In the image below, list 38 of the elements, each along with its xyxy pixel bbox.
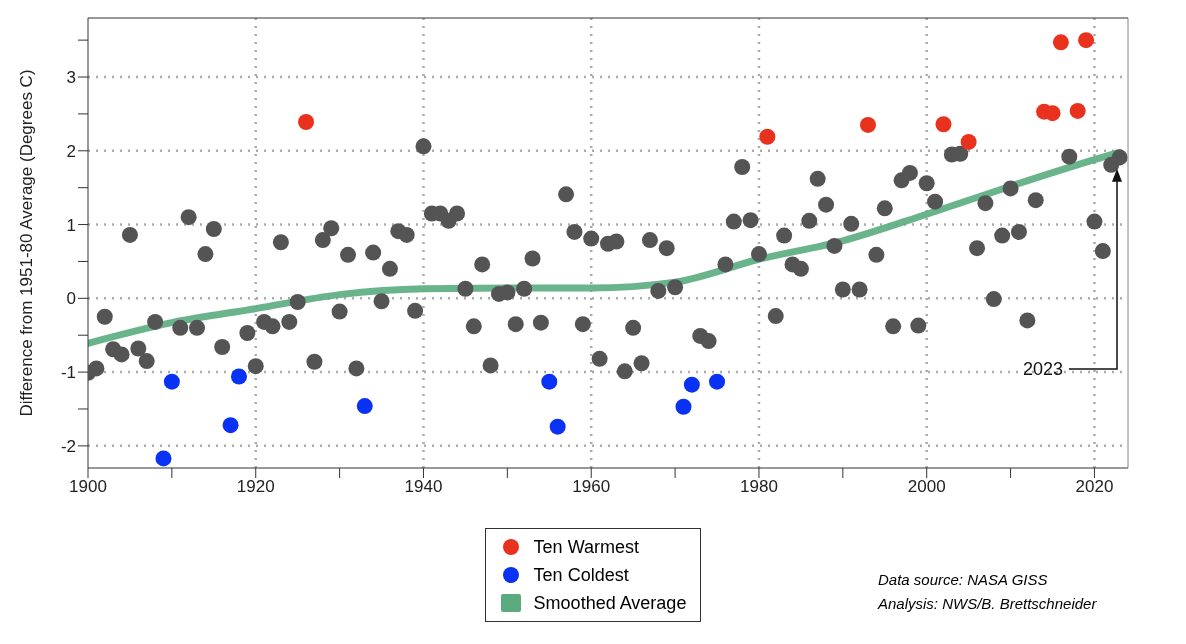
- x-tick-label: 2000: [907, 477, 946, 497]
- point: [935, 116, 952, 133]
- y-tick-label: 1: [66, 215, 76, 235]
- legend-label: Ten Coldest: [533, 564, 629, 587]
- point: [860, 116, 876, 133]
- point: [759, 128, 776, 145]
- y-axis-title: Difference from 1951-80 Average (Degrees C): [17, 69, 37, 417]
- point: [675, 398, 692, 415]
- point: [1078, 32, 1095, 49]
- legend-label: Smoothed Average: [533, 592, 687, 615]
- point: [356, 398, 373, 415]
- point: [298, 114, 315, 131]
- point: [541, 373, 558, 390]
- source-note: Data source: NASA GISS: [878, 570, 1049, 590]
- x-tick-label: 2020: [1075, 477, 1114, 497]
- text: Analysis: NWS/B. Brettschneider: [878, 594, 1098, 614]
- y-tick-label: -2: [60, 436, 76, 456]
- annotation: 2023: [1022, 359, 1063, 379]
- x-tick-label: 1900: [69, 477, 107, 497]
- point: [1069, 102, 1086, 119]
- point: [163, 373, 180, 390]
- x-tick-label: 1960: [572, 477, 611, 497]
- y-tick-label: 0: [66, 289, 76, 309]
- y-tick-label: 2: [66, 141, 76, 161]
- y-tick-label: -1: [60, 363, 76, 383]
- x-tick-label: 1940: [404, 477, 443, 497]
- point: [222, 417, 239, 434]
- x-tick-label: 1920: [236, 477, 275, 497]
- y-tick-label: 3: [66, 68, 76, 88]
- legend-label: Ten Warmest: [533, 536, 639, 559]
- point: [709, 373, 726, 390]
- point: [549, 418, 566, 435]
- point: [230, 368, 247, 385]
- point: [683, 376, 700, 393]
- x-tick-label: 1980: [740, 477, 778, 497]
- point: [155, 450, 172, 467]
- point: [960, 133, 977, 150]
- point: [1052, 34, 1069, 51]
